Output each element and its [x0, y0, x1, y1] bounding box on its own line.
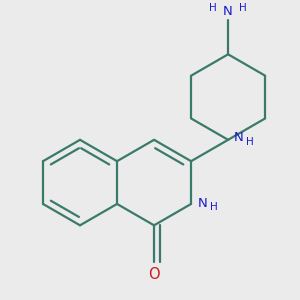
Text: H: H	[209, 3, 217, 13]
Text: H: H	[239, 3, 247, 13]
Text: N: N	[198, 197, 208, 210]
Text: H: H	[210, 202, 218, 212]
Text: N: N	[234, 131, 244, 144]
Text: N: N	[223, 5, 233, 18]
Text: H: H	[246, 137, 254, 147]
Text: O: O	[148, 267, 160, 282]
